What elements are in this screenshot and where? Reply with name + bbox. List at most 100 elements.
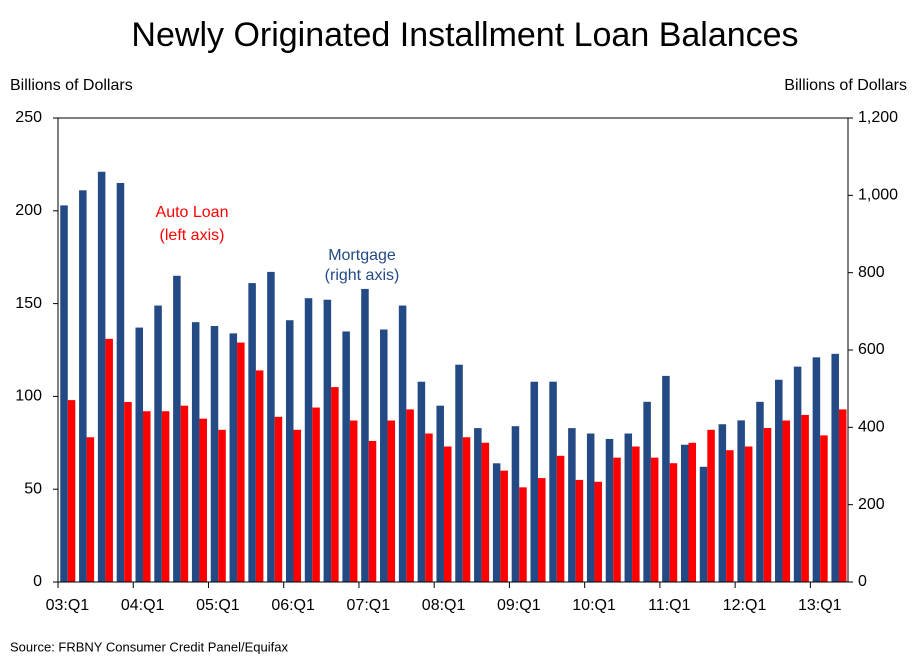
x-tick-label: 04:Q1 [121, 597, 165, 614]
bar [594, 481, 602, 582]
bar [274, 416, 283, 582]
bar [135, 327, 144, 582]
bar [349, 420, 358, 582]
bar [586, 433, 595, 582]
y-tick-label: 100 [15, 388, 42, 405]
bar [812, 357, 821, 582]
plot-frame [57, 117, 849, 583]
bar [218, 429, 226, 582]
series-annotation: Mortgage [328, 247, 396, 264]
bar [775, 379, 783, 582]
y2-tick-label: 1,000 [858, 187, 898, 204]
bar [425, 433, 433, 582]
bar [124, 401, 132, 582]
bar [304, 298, 313, 582]
bar [237, 342, 245, 582]
y-tick-label: 250 [15, 109, 42, 126]
y2-tick-label: 200 [858, 496, 885, 513]
x-tick-label: 08:Q1 [422, 597, 466, 614]
bar [632, 446, 640, 582]
y-tick-label: 50 [24, 480, 42, 497]
bar [323, 299, 332, 582]
series-annotation: Auto Loan [156, 204, 229, 221]
bar [406, 409, 414, 582]
y-tick-label: 0 [33, 573, 42, 590]
bar [744, 446, 753, 582]
bar [831, 353, 839, 582]
series-annotation: (right axis) [325, 267, 400, 284]
y-tick-label: 200 [15, 202, 42, 219]
x-tick-label: 07:Q1 [347, 597, 391, 614]
bar [154, 305, 162, 582]
bar [538, 478, 546, 582]
bar [474, 428, 482, 582]
bar [312, 407, 320, 582]
x-tick-label: 10:Q1 [572, 597, 616, 614]
bar [763, 427, 772, 582]
bar [793, 366, 802, 582]
x-tick-label: 12:Q1 [723, 597, 767, 614]
bar [67, 400, 76, 582]
bar [605, 438, 614, 582]
bar [820, 435, 828, 582]
bar [801, 414, 809, 582]
bar [443, 446, 452, 582]
bar [492, 463, 501, 582]
bar [248, 283, 256, 582]
source-note: Source: FRBNY Consumer Credit Panel/Equi… [10, 639, 288, 654]
y-axis-label: Billions of Dollars [10, 77, 133, 94]
bar [97, 171, 106, 582]
x-tick-label: 06:Q1 [271, 597, 315, 614]
y2-tick-label: 0 [858, 573, 867, 590]
bar [726, 450, 734, 582]
bar [398, 305, 407, 582]
bar [368, 440, 377, 582]
bar [500, 470, 508, 582]
bar [105, 338, 113, 582]
bar [624, 433, 633, 582]
bar [707, 429, 715, 582]
y2-tick-label: 400 [858, 419, 885, 436]
bar [143, 411, 151, 582]
bar [650, 457, 659, 582]
y-tick-label: 150 [15, 295, 42, 312]
bar [267, 271, 275, 582]
bar [530, 381, 539, 582]
bar [86, 437, 95, 582]
x-tick-label: 05:Q1 [196, 597, 240, 614]
y2-tick-label: 600 [858, 341, 885, 358]
bar [161, 411, 170, 582]
bar [199, 418, 207, 582]
series-annotation: (left axis) [160, 227, 225, 244]
x-tick-label: 13:Q1 [798, 597, 842, 614]
x-tick-label: 11:Q1 [648, 597, 691, 614]
bar [361, 288, 369, 582]
bar [556, 455, 565, 582]
bar [688, 442, 697, 582]
bar [575, 479, 584, 582]
bar [669, 463, 678, 582]
bar [718, 424, 727, 582]
bar [737, 420, 745, 582]
bar [60, 205, 68, 583]
bar [331, 387, 339, 582]
bar [699, 466, 708, 582]
bar [285, 320, 294, 582]
bar [756, 401, 764, 582]
bar [680, 444, 689, 582]
bar [481, 442, 490, 582]
bar [455, 364, 463, 582]
bar [380, 329, 388, 582]
bar [462, 437, 471, 582]
bar [255, 370, 264, 582]
y2-axis-label: Billions of Dollars [784, 77, 907, 94]
chart-title: Newly Originated Installment Loan Balanc… [131, 16, 798, 54]
x-tick-label: 09:Q1 [497, 597, 541, 614]
bar [511, 426, 520, 582]
bar [519, 487, 527, 582]
bar [173, 275, 181, 582]
bar [613, 457, 621, 582]
bar [79, 190, 87, 582]
x-tick-label: 03:Q1 [46, 597, 90, 614]
